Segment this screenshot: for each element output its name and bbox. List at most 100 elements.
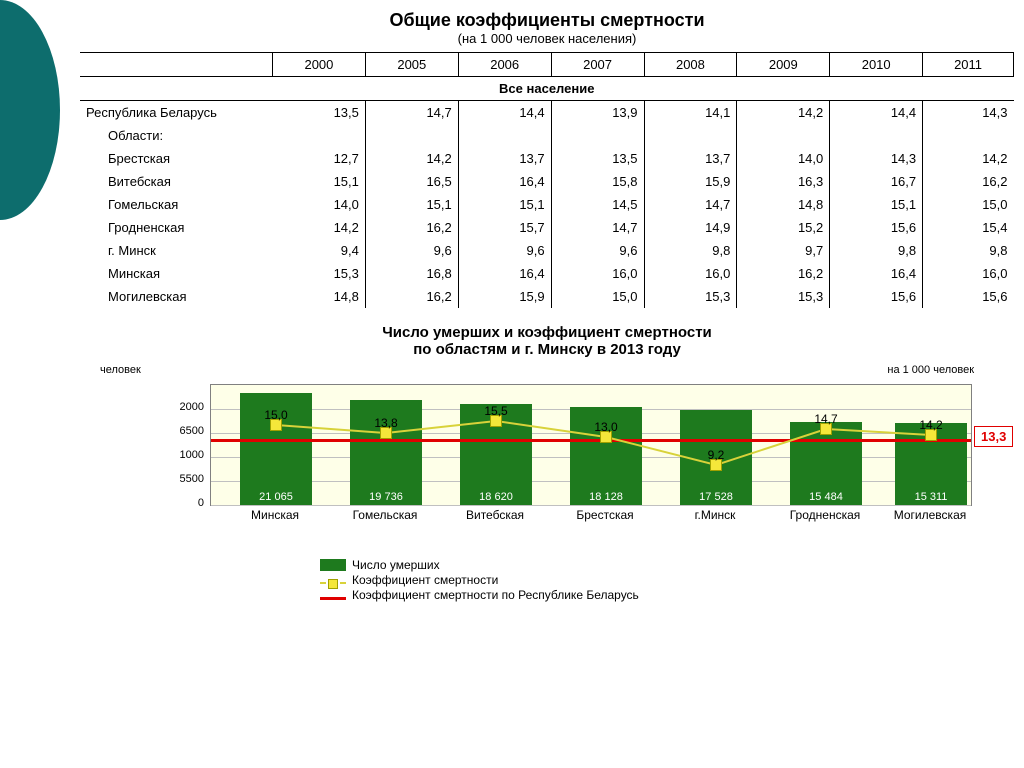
table-cell: 14,7 <box>365 101 458 125</box>
table-cell: 15,3 <box>644 285 737 308</box>
chart-area: человек на 1 000 человек 21 06519 73618 … <box>80 364 1014 554</box>
table-section-row: Все население <box>80 77 1014 101</box>
legend-label: Коэффициент смертности <box>352 573 498 587</box>
table-cell: 13,9 <box>551 101 644 125</box>
page-subtitle: (на 1 000 человек населения) <box>80 31 1014 46</box>
table-cell: 9,8 <box>830 239 923 262</box>
legend-swatch <box>320 559 346 571</box>
page-title: Общие коэффициенты смертности <box>80 10 1014 31</box>
table-header-row: 20002005200620072008200920102011 <box>80 53 1014 77</box>
table-cell: 15,3 <box>273 262 366 285</box>
table-cell: 16,0 <box>551 262 644 285</box>
table-cell: 13,7 <box>458 147 551 170</box>
table-cell: 14,2 <box>365 147 458 170</box>
table-cell: 14,4 <box>830 101 923 125</box>
legend-item: Число умерших <box>320 558 1014 572</box>
mortality-table: 20002005200620072008200920102011 Все нас… <box>80 52 1014 308</box>
table-cell: 14,3 <box>923 101 1014 125</box>
table-cell <box>923 124 1014 147</box>
table-cell: 12,7 <box>273 147 366 170</box>
table-row: г. Минск9,49,69,69,69,89,79,89,8 <box>80 239 1014 262</box>
table-cell: 9,8 <box>923 239 1014 262</box>
table-cell: 14,9 <box>644 216 737 239</box>
table-cell: 15,4 <box>923 216 1014 239</box>
reference-value-badge: 13,3 <box>974 426 1013 447</box>
table-cell: 14,2 <box>737 101 830 125</box>
table-year-header: 2007 <box>551 53 644 77</box>
table-cell: 15,2 <box>737 216 830 239</box>
table-cell: 14,5 <box>551 193 644 216</box>
table-cell: 15,8 <box>551 170 644 193</box>
table-row: Могилевская14,816,215,915,015,315,315,61… <box>80 285 1014 308</box>
table-cell: 14,0 <box>273 193 366 216</box>
x-category-label: Гомельская <box>353 508 418 522</box>
table-cell: 15,9 <box>458 285 551 308</box>
table-cell: 16,5 <box>365 170 458 193</box>
y-tick-label: 1000 <box>164 449 204 461</box>
table-cell: 16,0 <box>923 262 1014 285</box>
table-row: Республика Беларусь13,514,714,413,914,11… <box>80 101 1014 125</box>
table-cell: 15,1 <box>458 193 551 216</box>
table-cell: 16,2 <box>737 262 830 285</box>
chart-title: Число умерших и коэффициент смертностипо… <box>80 324 1014 358</box>
table-cell <box>551 124 644 147</box>
table-cell: 16,3 <box>737 170 830 193</box>
table-cell: 15,7 <box>458 216 551 239</box>
legend-swatch <box>320 597 346 600</box>
table-cell: 15,1 <box>365 193 458 216</box>
x-category-label: Гродненская <box>790 508 861 522</box>
table-cell: 15,6 <box>923 285 1014 308</box>
table-cell: 15,0 <box>551 285 644 308</box>
x-category-label: Могилевская <box>894 508 967 522</box>
line-series <box>211 385 971 505</box>
table-cell: 16,0 <box>644 262 737 285</box>
table-row: Минская15,316,816,416,016,016,216,416,0 <box>80 262 1014 285</box>
table-body: Республика Беларусь13,514,714,413,914,11… <box>80 101 1014 309</box>
table-year-header: 2008 <box>644 53 737 77</box>
legend-label: Коэффициент смертности по Республике Бел… <box>352 588 639 602</box>
table-row-label: Гродненская <box>80 216 273 239</box>
table-row-label: г. Минск <box>80 239 273 262</box>
chart-legend: Число умершихКоэффициент смертностиКоэфф… <box>320 558 1014 602</box>
slide-decoration <box>0 0 60 220</box>
table-row-label: Республика Беларусь <box>80 101 273 125</box>
table-cell <box>365 124 458 147</box>
y-tick-label: 2000 <box>164 401 204 413</box>
y-tick-label: 5500 <box>164 473 204 485</box>
legend-item: Коэффициент смертности <box>320 573 1014 587</box>
table-cell <box>458 124 551 147</box>
table-cell: 9,8 <box>644 239 737 262</box>
table-cell: 13,5 <box>551 147 644 170</box>
x-category-label: Минская <box>251 508 299 522</box>
table-cell: 14,1 <box>644 101 737 125</box>
line-marker-label: 13,8 <box>374 416 397 430</box>
table-year-header: 2005 <box>365 53 458 77</box>
table-section-label: Все население <box>80 77 1014 101</box>
table-cell: 9,7 <box>737 239 830 262</box>
table-year-header: 2011 <box>923 53 1014 77</box>
table-row-label: Брестская <box>80 147 273 170</box>
table-cell: 14,4 <box>458 101 551 125</box>
table-cell: 16,4 <box>458 262 551 285</box>
table-row: Гродненская14,216,215,714,714,915,215,61… <box>80 216 1014 239</box>
table-year-header: 2006 <box>458 53 551 77</box>
line-marker-label: 15,5 <box>484 404 507 418</box>
table-year-header: 2000 <box>273 53 366 77</box>
table-row: Гомельская14,015,115,114,514,714,815,115… <box>80 193 1014 216</box>
table-cell: 16,2 <box>365 285 458 308</box>
table-cell <box>737 124 830 147</box>
table-cell: 15,3 <box>737 285 830 308</box>
table-row: Брестская12,714,213,713,513,714,014,314,… <box>80 147 1014 170</box>
table-cell <box>830 124 923 147</box>
table-cell: 15,1 <box>273 170 366 193</box>
table-cell: 13,5 <box>273 101 366 125</box>
y-tick-label: 0 <box>164 497 204 509</box>
table-cell: 9,6 <box>458 239 551 262</box>
table-cell: 9,4 <box>273 239 366 262</box>
legend-swatch <box>320 582 346 584</box>
table-row-label: Могилевская <box>80 285 273 308</box>
legend-label: Число умерших <box>352 558 440 572</box>
table-cell: 16,4 <box>830 262 923 285</box>
page-content: Общие коэффициенты смертности (на 1 000 … <box>80 10 1014 603</box>
table-row: Области: <box>80 124 1014 147</box>
